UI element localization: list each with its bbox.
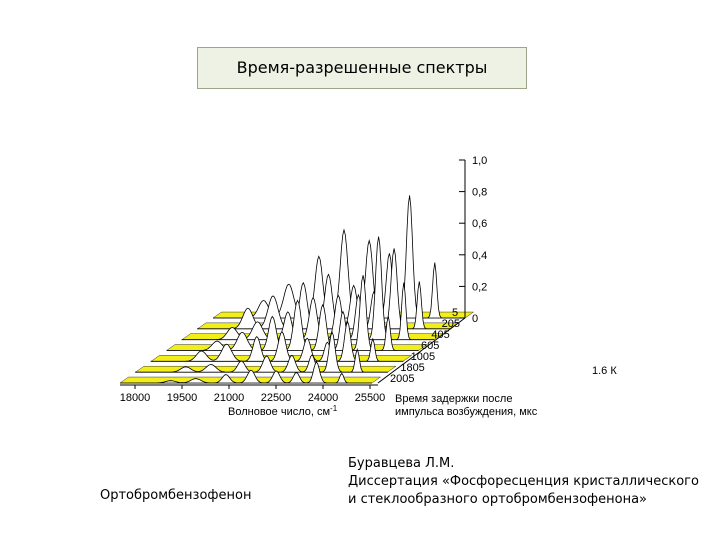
delay-tick-label: 205 [442, 318, 460, 330]
x-tick-label: 22500 [261, 392, 292, 404]
source-caption: Буравцева Л.М. Диссертация «Фосфоресценц… [348, 455, 699, 509]
source-line: и стеклообразного ортобромбензофенона» [348, 492, 648, 507]
source-line: Буравцева Л.М. [348, 456, 455, 471]
x-tick-label: 18000 [120, 392, 151, 404]
delay-tick-label: 1005 [411, 351, 435, 363]
spectrum-curve [213, 195, 465, 319]
intensity-tick-label: 1,0 [472, 155, 487, 167]
x-tick-label: 19500 [167, 392, 198, 404]
intensity-tick-label: 0,8 [472, 187, 487, 199]
spectrum-curve [150, 320, 404, 362]
spectrum-curve [166, 275, 419, 351]
spectrum-curve [135, 330, 388, 373]
delay-tick-label: 605 [421, 340, 439, 352]
compound-caption: Ортобромбензофенон [100, 488, 252, 503]
x-label-text: Волновое число, см [228, 406, 330, 418]
x-label: Волновое число, см-1 [228, 404, 338, 418]
source-line: Диссертация «Фосфоресценция кристалличес… [348, 474, 699, 489]
spectrum-curve [120, 361, 372, 384]
delay-label: Время задержки после [395, 393, 512, 405]
x-label-sup: -1 [330, 404, 338, 413]
delay-tick-label: 2005 [390, 373, 414, 385]
x-tick-label: 21000 [214, 392, 245, 404]
intensity-tick-label: 0,6 [472, 218, 487, 230]
delay-tick-label: 405 [431, 329, 449, 341]
delay-label: импульса возбуждения, мкс [395, 406, 538, 418]
delay-tick-label: 1805 [400, 362, 424, 374]
x-tick-label: 24000 [308, 392, 339, 404]
delay-tick-label: 5 [452, 307, 458, 319]
temperature: 1.6 К [592, 365, 617, 377]
delay-axis [377, 317, 466, 384]
slide-title: Время-разрешенные спектры [197, 47, 527, 89]
intensity-tick-label: 0,4 [472, 250, 487, 262]
x-tick-label: 25500 [355, 392, 386, 404]
spectrum-curve [181, 236, 435, 341]
intensity-tick-label: 0 [472, 313, 478, 325]
intensity-tick-label: 0,2 [472, 281, 487, 293]
